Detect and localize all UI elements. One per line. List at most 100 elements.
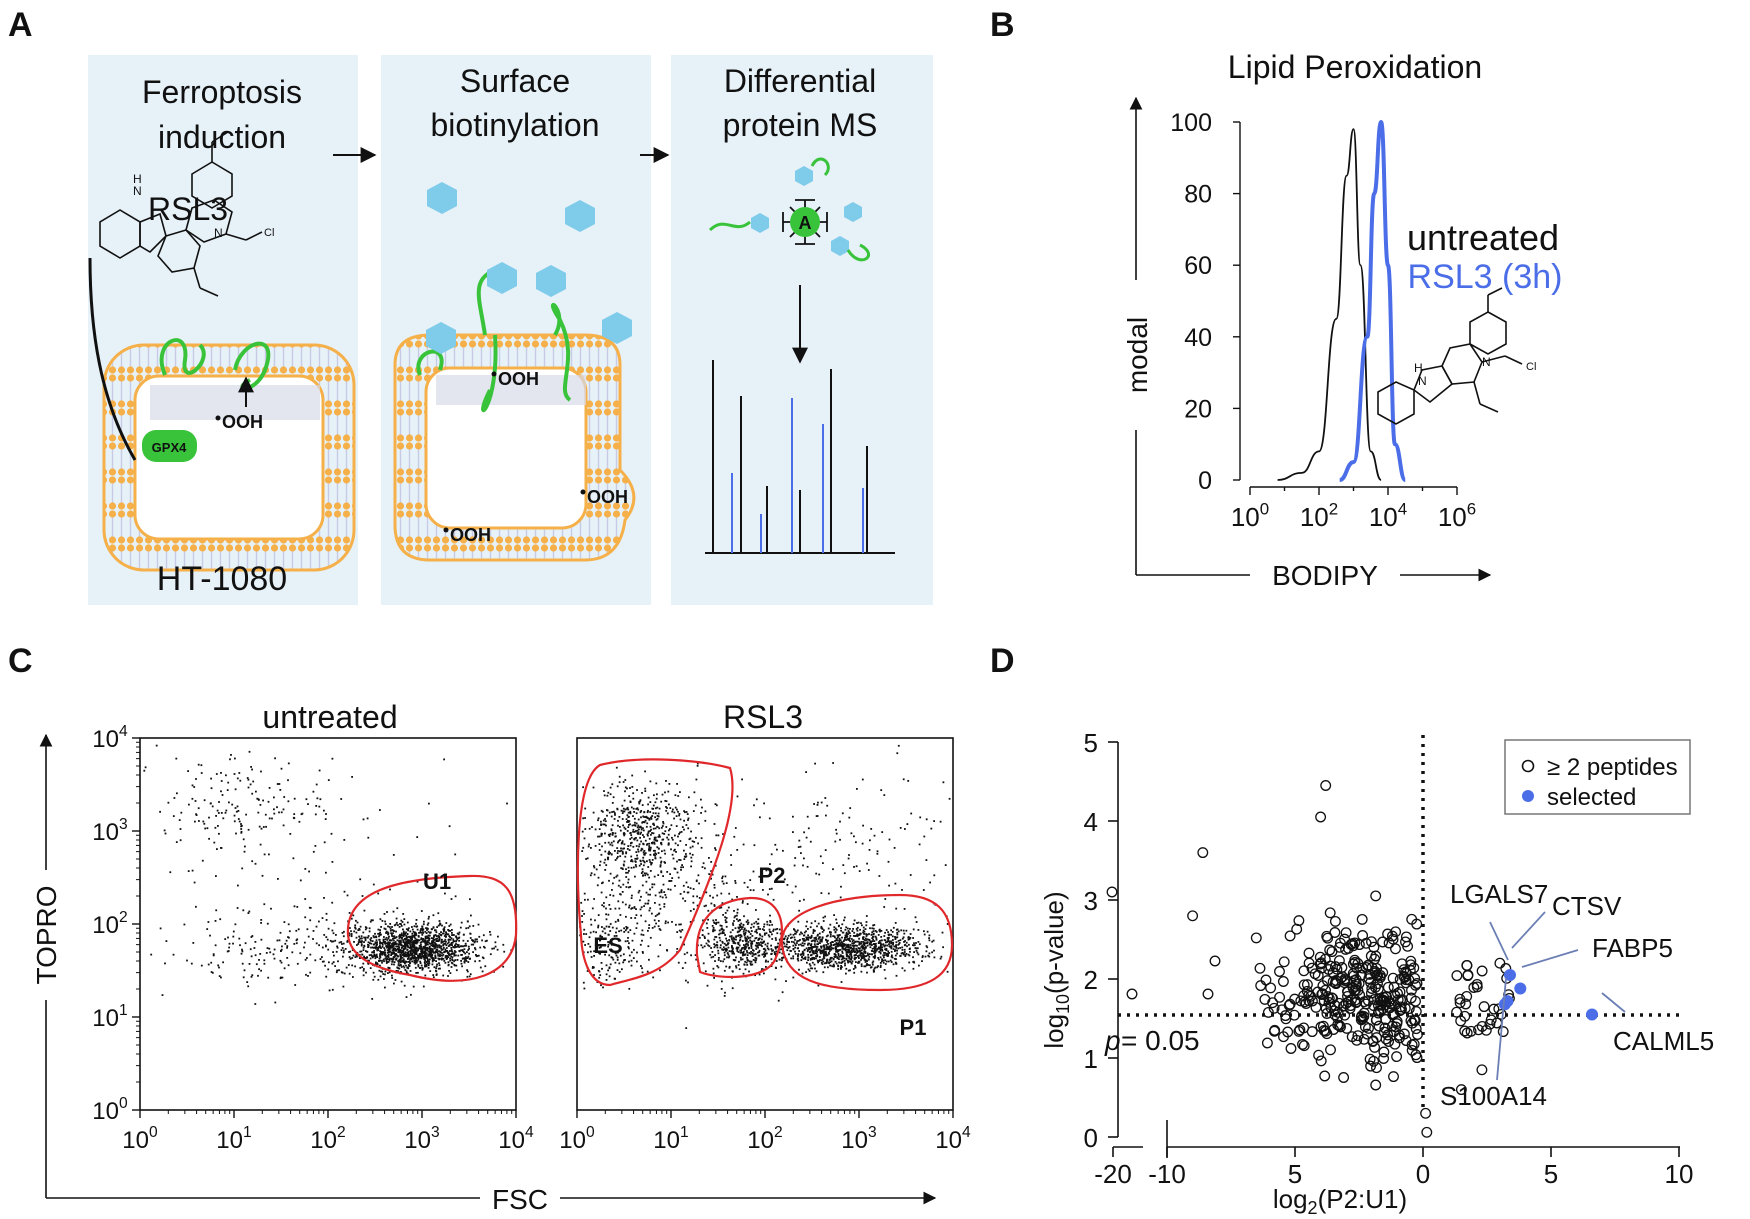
flow-dot-rsl3	[753, 922, 756, 925]
flow-dot-rsl3	[793, 936, 796, 939]
flow-dot-rsl3	[842, 945, 844, 948]
flow-dot-rsl3	[797, 957, 799, 960]
flow-dot-rsl3	[845, 931, 848, 934]
flow-dot-rsl3	[619, 893, 622, 896]
flow-dot-rsl3	[928, 939, 931, 942]
flow-dot-rsl3	[740, 935, 743, 937]
flow-dot-rsl3	[864, 959, 867, 961]
flow-dot-untreated	[411, 960, 413, 963]
flow-dot-rsl3	[611, 926, 614, 929]
flow-dot-untreated	[382, 958, 385, 961]
flow-dot-untreated	[455, 940, 457, 943]
flow-dot-rsl3	[775, 960, 778, 962]
flow-dot-untreated	[203, 799, 206, 802]
flow-dot-rsl3	[896, 949, 898, 952]
flow-dot-untreated	[358, 939, 360, 941]
flow-dot-rsl3	[822, 949, 824, 952]
flow-dot-rsl3	[862, 938, 865, 940]
flow-dot-untreated	[406, 921, 409, 924]
flow-dot-untreated	[255, 963, 258, 966]
flow-dot-rsl3	[884, 944, 887, 947]
flow-dot-rsl3	[825, 952, 828, 955]
flow-dot-untreated	[460, 960, 462, 962]
flow-dot-rsl3	[640, 840, 642, 843]
flow-dot-rsl3	[643, 821, 646, 824]
flow-dot-rsl3	[790, 940, 793, 943]
flow-dot-rsl3	[794, 932, 797, 935]
flow-dot-rsl3	[611, 811, 613, 813]
flow-dot-untreated	[323, 897, 325, 899]
flow-dot-untreated	[363, 968, 365, 970]
flow-dot-rsl3	[683, 810, 685, 812]
flow-dot-untreated	[195, 778, 197, 780]
flow-dot-rsl3	[871, 927, 874, 930]
flow-dot-rsl3	[754, 961, 757, 964]
flow-dot-rsl3	[801, 956, 803, 959]
flow-dot-untreated	[397, 943, 400, 946]
flow-dot-untreated	[463, 948, 466, 951]
flow-dot-rsl3	[732, 959, 735, 961]
flow-dot-rsl3	[600, 823, 602, 826]
flow-dot-rsl3	[627, 816, 630, 818]
flow-dot-untreated	[247, 778, 250, 781]
flow-dot-untreated	[218, 975, 221, 977]
flow-dot-rsl3	[814, 762, 816, 765]
flow-dot-rsl3	[649, 888, 651, 891]
flow-dot-rsl3	[868, 943, 871, 946]
flow-dot-rsl3	[887, 860, 890, 863]
flow-dot-untreated	[176, 792, 178, 795]
flow-dot-untreated	[410, 949, 413, 952]
flow-dot-rsl3	[636, 922, 639, 925]
flow-dot-rsl3	[744, 937, 747, 939]
flow-dot-rsl3	[757, 926, 760, 928]
flow-dot-rsl3	[748, 947, 750, 950]
flow-dot-rsl3	[745, 929, 747, 932]
flow-dot-rsl3	[867, 958, 870, 961]
flow-dot-untreated	[255, 790, 257, 793]
flow-dot-rsl3	[626, 926, 629, 929]
flow-dot-rsl3	[801, 938, 804, 940]
flow-dot-untreated	[438, 964, 441, 967]
flow-dot-untreated	[402, 965, 405, 967]
flow-dot-untreated	[394, 948, 397, 950]
flow-dot-rsl3	[668, 829, 670, 832]
flow-dot-untreated	[421, 925, 423, 928]
volcano-point	[1366, 936, 1377, 948]
radical-dot-4	[443, 527, 449, 533]
flow-dot-rsl3	[883, 794, 886, 796]
flow-dot-rsl3	[867, 869, 870, 871]
flow-dot-rsl3	[822, 862, 824, 864]
flow-dot-untreated	[455, 954, 457, 957]
flow-dot-rsl3	[813, 937, 816, 939]
flow-dot-rsl3	[862, 941, 865, 943]
flow-dot-untreated	[404, 932, 407, 935]
flow-dot-untreated	[399, 941, 401, 944]
flow-dot-rsl3	[641, 792, 643, 794]
flow-dot-untreated	[378, 960, 380, 962]
flow-dot-untreated	[422, 932, 425, 934]
flow-dot-untreated	[409, 947, 412, 949]
flow-dot-rsl3	[877, 947, 880, 950]
flow-dot-untreated	[385, 959, 388, 962]
flow-dot-rsl3	[660, 870, 663, 873]
flow-dot-untreated	[401, 946, 403, 949]
flow-dot-untreated	[405, 972, 408, 974]
flow-dot-rsl3	[892, 963, 895, 966]
flow-dot-untreated	[448, 970, 450, 972]
flow-dot-rsl3	[915, 949, 918, 952]
flow-dot-rsl3	[816, 815, 819, 817]
flow-dot-untreated	[395, 957, 398, 960]
flow-dot-untreated	[375, 943, 378, 945]
flow-dot-rsl3	[791, 936, 793, 939]
flow-dot-untreated	[468, 952, 470, 955]
flow-dot-rsl3	[605, 913, 607, 916]
flow-dot-rsl3	[792, 976, 795, 979]
flow-dot-rsl3	[588, 843, 590, 846]
flow-dot-rsl3	[637, 808, 640, 811]
flow-dot-rsl3	[942, 946, 944, 949]
flow-dot-rsl3	[624, 779, 627, 781]
flow-dot-rsl3	[839, 954, 842, 957]
flow-dot-untreated	[434, 954, 437, 957]
flow-dot-untreated	[411, 934, 414, 937]
flow-dot-rsl3	[827, 934, 829, 937]
